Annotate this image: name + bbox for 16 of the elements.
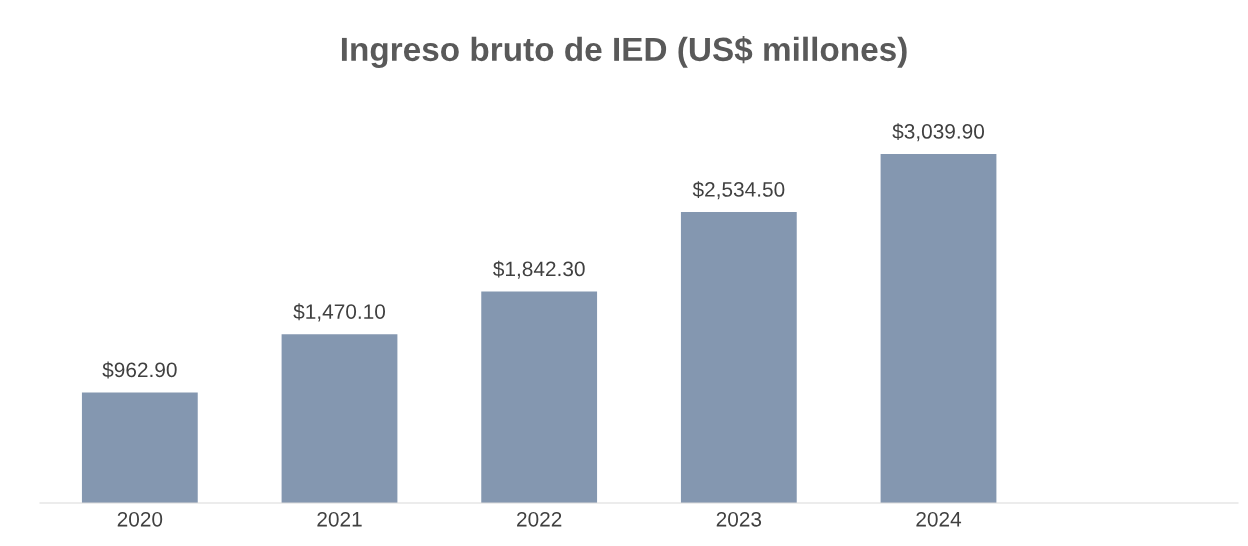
x-tick-label: 2024	[916, 511, 962, 527]
x-tick-label: 2023	[716, 511, 762, 527]
bar	[481, 291, 598, 503]
bar	[680, 212, 797, 503]
x-tick-label: 2021	[317, 511, 362, 527]
data-label: $962.90	[102, 361, 177, 379]
x-tick-label: 2022	[517, 511, 562, 527]
bar	[81, 392, 198, 503]
chart-title: Ingreso bruto de IED (US$ millones)	[341, 36, 907, 68]
data-label: $3,039.90	[892, 123, 985, 142]
data-label: $1,470.10	[293, 303, 386, 322]
data-label: $1,842.30	[493, 260, 585, 279]
bar	[880, 154, 997, 503]
x-tick-label: 2020	[117, 511, 163, 527]
bar	[281, 334, 398, 503]
data-label: $2,534.50	[692, 181, 785, 200]
